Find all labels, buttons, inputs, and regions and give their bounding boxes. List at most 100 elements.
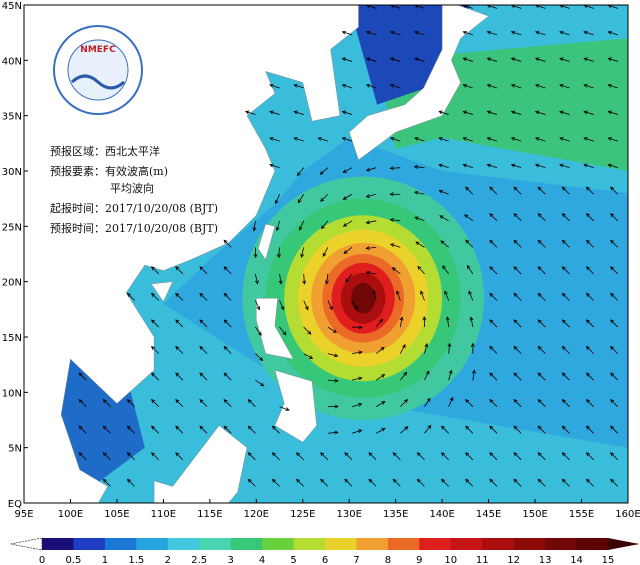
direction-arrow — [610, 452, 619, 461]
arrow-head — [610, 266, 615, 271]
direction-arrow — [151, 452, 160, 461]
arrow-head — [537, 452, 542, 457]
direction-arrow — [245, 111, 256, 115]
lon-label: 150E — [522, 509, 547, 520]
arrow-head — [447, 342, 452, 348]
arrow-head — [415, 241, 420, 246]
direction-arrow — [608, 84, 618, 89]
arrow-head — [399, 316, 404, 321]
direction-arrow — [223, 346, 232, 354]
arrow-head — [486, 57, 491, 62]
direction-arrow — [199, 372, 208, 381]
direction-arrow — [465, 239, 474, 248]
direction-arrow — [223, 372, 232, 381]
direction-arrow — [487, 137, 498, 142]
direction-arrow — [127, 479, 135, 487]
direction-arrow — [424, 398, 431, 407]
arrow-head — [389, 83, 395, 88]
colorbar-label: 13 — [539, 555, 552, 565]
direction-arrow — [351, 403, 362, 408]
arrow-head — [585, 213, 590, 218]
direction-arrow — [375, 374, 385, 381]
direction-arrow — [583, 164, 594, 169]
arrow-head — [325, 280, 329, 285]
arrow-head — [341, 137, 347, 141]
arrow-head — [510, 110, 516, 115]
arrow-head — [607, 57, 612, 62]
arrow-head — [271, 425, 276, 430]
direction-arrow — [513, 372, 522, 381]
colorbar-segment — [262, 538, 295, 550]
arrow-head — [293, 137, 298, 141]
arrow-head — [561, 425, 566, 430]
arrow-head — [439, 215, 444, 219]
direction-arrow — [294, 111, 304, 115]
arrow-head — [607, 83, 612, 88]
colorbar-label: 3 — [227, 555, 233, 565]
arrow-head — [513, 478, 518, 483]
colorbar-label: 9 — [416, 555, 422, 565]
arrow-head — [561, 319, 566, 324]
arrow-head — [277, 253, 281, 259]
arrow-head — [537, 239, 542, 244]
direction-arrow — [392, 452, 401, 461]
lon-label: 135E — [383, 509, 408, 520]
direction-arrow — [448, 397, 454, 407]
direction-arrow — [610, 293, 619, 301]
direction-arrow — [255, 379, 264, 387]
direction-arrow — [537, 213, 546, 222]
arrow-head — [78, 399, 83, 404]
arrow-head — [465, 186, 470, 191]
arrow-head — [271, 452, 276, 457]
colorbar-extend-high — [608, 538, 640, 550]
direction-arrow — [248, 452, 256, 461]
colorbar-label: 1.5 — [128, 555, 144, 565]
direction-arrow — [223, 240, 232, 248]
arrow-head — [175, 345, 180, 350]
arrow-head — [513, 425, 518, 430]
direction-arrow — [562, 319, 570, 328]
arrow-head — [342, 222, 348, 227]
arrow-head — [151, 452, 156, 457]
lon-label: 145E — [476, 509, 501, 520]
arrow-head — [486, 137, 491, 141]
arrow-head — [537, 292, 542, 297]
direction-arrow — [610, 372, 619, 381]
direction-arrow — [390, 219, 401, 222]
direction-arrow — [417, 266, 425, 275]
arrow-head — [175, 425, 180, 430]
arrow-head — [126, 425, 131, 430]
arrow-head — [175, 266, 180, 271]
arrow-head — [489, 186, 494, 191]
direction-arrow — [390, 57, 401, 62]
direction-arrow — [279, 406, 290, 411]
direction-arrow — [399, 344, 406, 354]
arrow-head — [537, 213, 542, 218]
arrow-head — [365, 220, 370, 225]
arrow-head — [440, 425, 446, 430]
arrow-head — [296, 452, 301, 457]
direction-arrow — [562, 425, 570, 434]
arrow-head — [280, 306, 285, 311]
arrow-head — [358, 429, 363, 434]
direction-arrow — [489, 240, 498, 248]
direction-arrow — [472, 370, 475, 381]
direction-arrow — [343, 247, 353, 254]
arrow-head — [358, 350, 363, 355]
lon-label: 120E — [244, 509, 269, 520]
arrow-head — [438, 189, 443, 194]
arrow-head — [381, 401, 386, 405]
arrow-head — [342, 196, 347, 200]
direction-arrow — [175, 452, 184, 461]
arrow-head — [513, 399, 518, 404]
direction-arrow — [375, 428, 386, 434]
colorbar-segment — [42, 538, 74, 550]
colorbar-segment — [450, 538, 483, 550]
direction-arrow — [535, 5, 546, 9]
arrow-head — [610, 345, 615, 350]
direction-arrow — [586, 479, 594, 487]
arrow-head — [537, 266, 542, 271]
direction-arrow — [199, 293, 208, 301]
arrow-head — [256, 306, 261, 311]
direction-arrow — [610, 425, 619, 434]
